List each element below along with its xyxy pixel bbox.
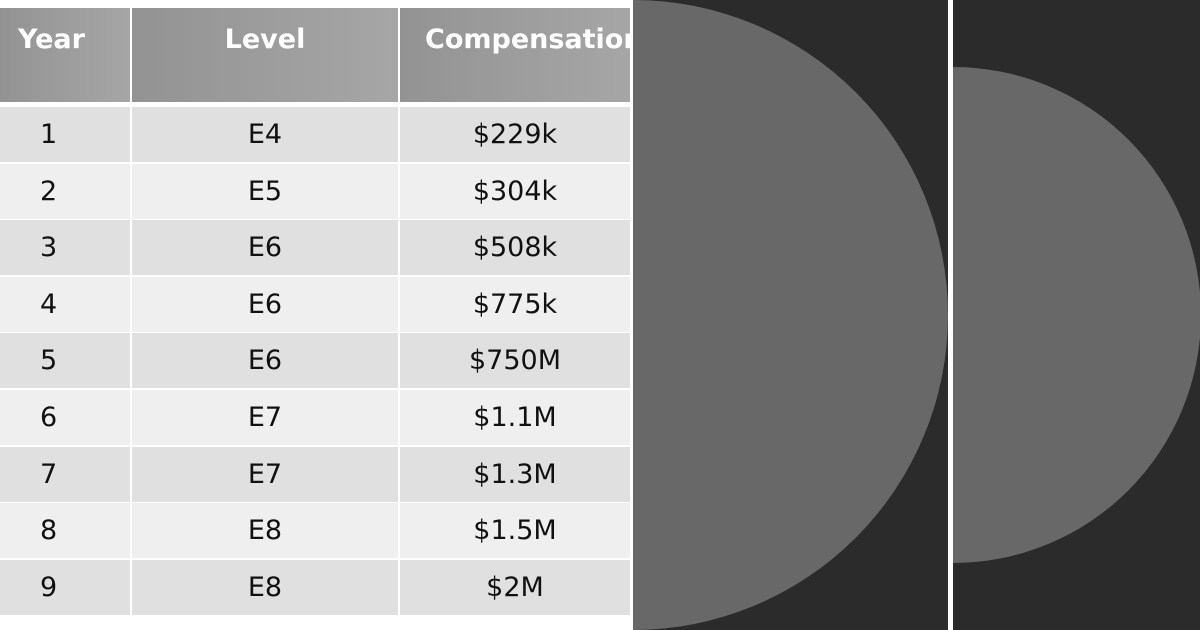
cell: $750M bbox=[400, 333, 630, 388]
cell: E4 bbox=[132, 107, 398, 162]
circle bbox=[633, 0, 948, 630]
cell: E7 bbox=[132, 390, 398, 445]
cell: 6 bbox=[0, 390, 130, 445]
cell: $1.5M bbox=[400, 503, 630, 558]
cell: E6 bbox=[132, 220, 398, 275]
header-cell: Compensation bbox=[400, 8, 630, 102]
cell: E8 bbox=[132, 503, 398, 558]
cell: 1 bbox=[0, 107, 130, 162]
cell: 5 bbox=[0, 333, 130, 388]
circle bbox=[953, 67, 1200, 563]
cell: $304k bbox=[400, 164, 630, 219]
cell: $1.1M bbox=[400, 390, 630, 445]
cell: 4 bbox=[0, 277, 130, 332]
cell: 2 bbox=[0, 164, 130, 219]
header-cell: Level bbox=[132, 8, 398, 102]
cell: 7 bbox=[0, 447, 130, 502]
header-cell: Year bbox=[0, 8, 130, 102]
cell: $229k bbox=[400, 107, 630, 162]
cell: $775k bbox=[400, 277, 630, 332]
cell: E5 bbox=[132, 164, 398, 219]
decoration bbox=[633, 0, 1200, 630]
cell: $1.3M bbox=[400, 447, 630, 502]
cell: E6 bbox=[132, 277, 398, 332]
cell: $2M bbox=[400, 560, 630, 615]
cell: 8 bbox=[0, 503, 130, 558]
cell: 3 bbox=[0, 220, 130, 275]
divider bbox=[948, 0, 953, 630]
cell: E8 bbox=[132, 560, 398, 615]
cell: $508k bbox=[400, 220, 630, 275]
cell: E6 bbox=[132, 333, 398, 388]
cell: 9 bbox=[0, 560, 130, 615]
cell: E7 bbox=[132, 447, 398, 502]
